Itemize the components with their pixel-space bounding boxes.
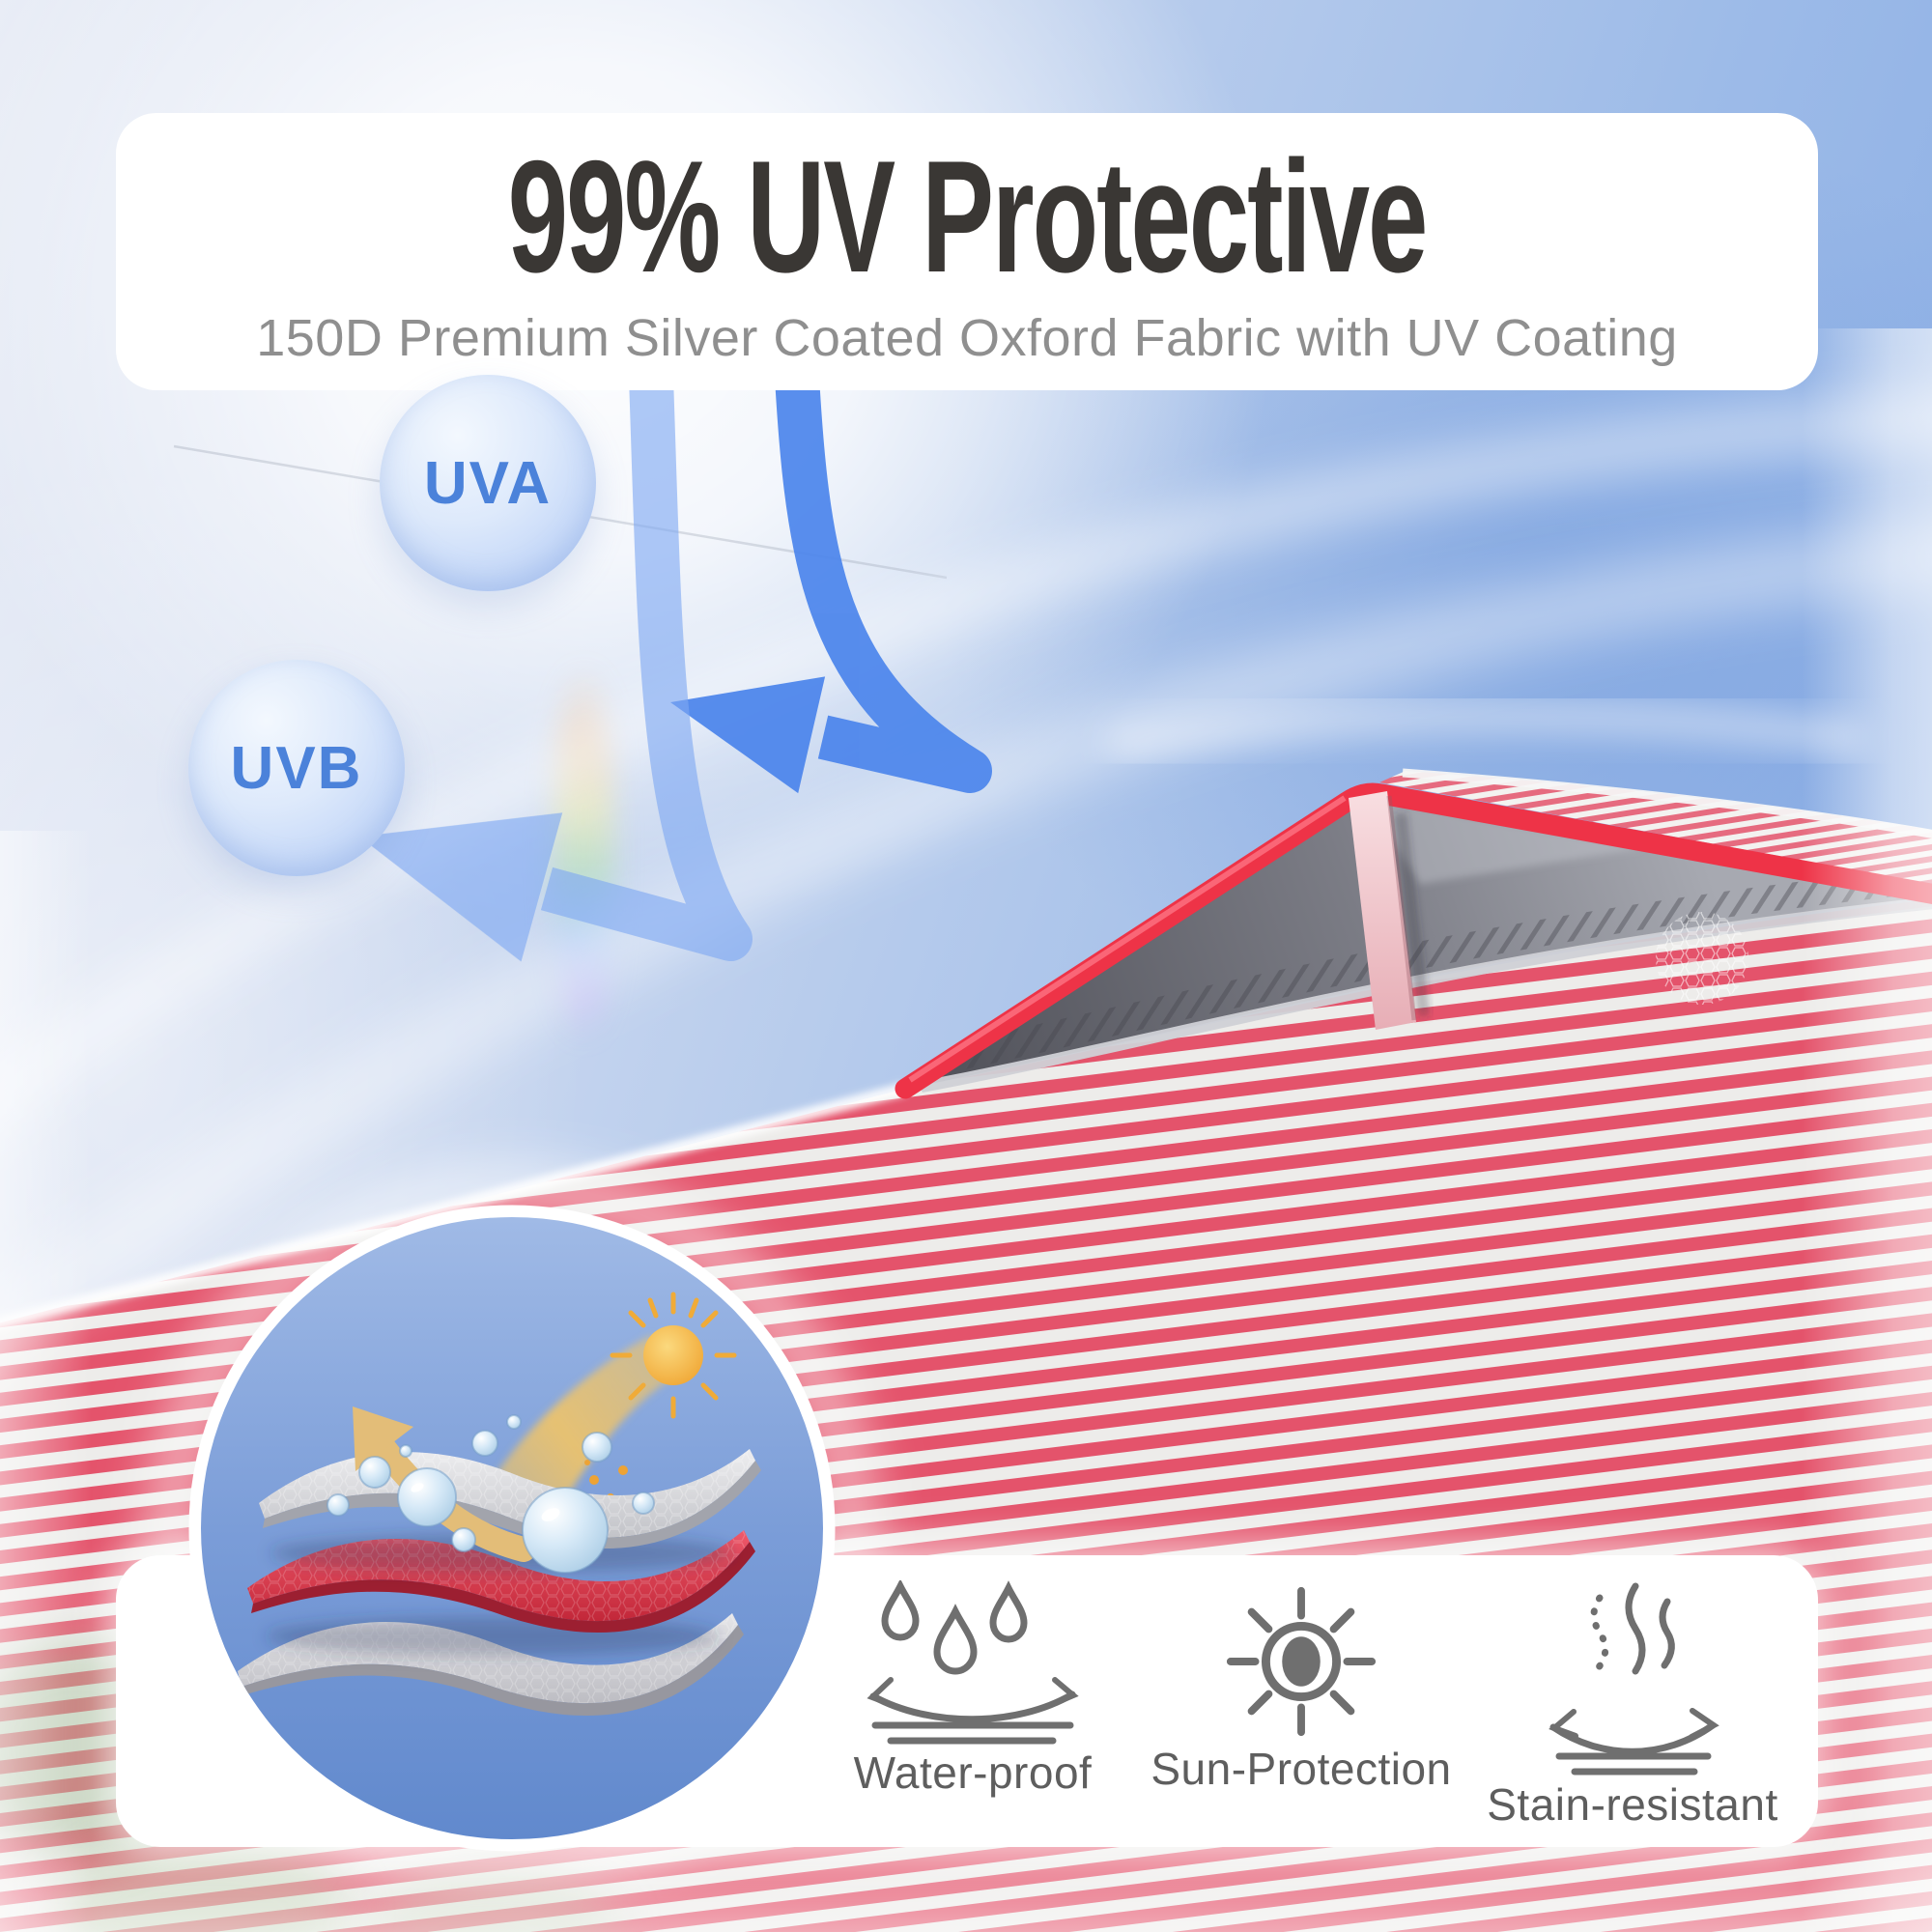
feature-sun-protection: Sun-Protection [1127,1580,1475,1795]
inset-circle-ring [188,1205,836,1852]
droplet-highlights [411,1483,560,1521]
sun-icon [1220,1580,1382,1743]
feature-label: Sun-Protection [1151,1744,1452,1794]
stain-icon [1543,1580,1723,1778]
strap-shadow [1395,812,1430,1017]
uvb-bubble: UVB [188,660,405,876]
uv-beam [495,1335,686,1517]
uvb-arrowhead-icon [359,812,563,962]
red-trim-highlight [908,795,1347,1083]
sun-illustration [610,1292,737,1419]
uvb-label: UVB [230,734,363,802]
uva-label: UVA [423,449,553,517]
feature-label: Water-proof [853,1747,1093,1798]
water-droplets [327,1414,655,1574]
feature-label: Stain-resistant [1487,1779,1778,1830]
page-subtitle: 150D Premium Silver Coated Oxford Fabric… [256,308,1678,367]
vent-mesh-patch [1656,912,1748,1005]
pink-strap [1349,791,1416,1030]
flare-arc-1 [0,396,1932,1121]
far-roof-stripe-band [1379,771,1932,885]
cloud-streak [1108,702,1866,759]
header-card: 99% UV Protective 150D Premium Silver Co… [116,113,1818,390]
vent-highlight-facet [1364,796,1642,884]
page-title: 99% UV Protective [507,128,1429,306]
uvb-arrow [359,324,753,962]
right-edge-fade [1802,328,1932,1932]
uva-arrowhead-icon [670,676,826,794]
feature-water-proof: Water-proof [799,1580,1147,1798]
flare-arc-2 [0,521,1932,1368]
strap-edge-shade [1386,795,1417,1021]
water-drops-icon [861,1580,1085,1747]
left-edge-fade [0,831,92,1932]
uva-arrow [670,323,992,794]
feature-stain-resistant: Stain-resistant [1459,1580,1806,1830]
uva-bubble: UVA [380,375,596,591]
fabric-layers-illustration [188,1205,836,1852]
